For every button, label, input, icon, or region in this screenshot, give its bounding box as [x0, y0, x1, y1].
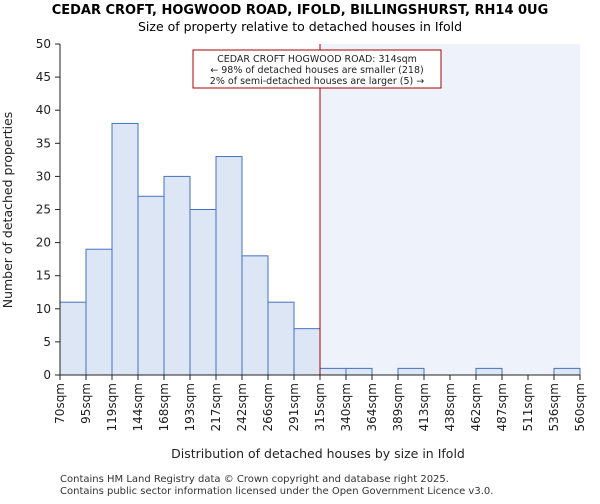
y-tick-label: 10: [36, 302, 51, 316]
bar: [267, 301, 295, 376]
y-tick-label: 15: [36, 269, 51, 283]
x-tick-label: 462sqm: [469, 383, 483, 431]
y-tick-label: 0: [43, 368, 51, 382]
bar: [319, 367, 347, 376]
chart-subtitle: Size of property relative to detached ho…: [138, 19, 462, 34]
x-tick-label: 389sqm: [391, 383, 405, 431]
x-tick-label: 95sqm: [79, 383, 93, 424]
x-tick-label: 487sqm: [495, 383, 509, 431]
y-tick-label: 50: [36, 37, 51, 51]
x-tick-label: 291sqm: [287, 383, 301, 431]
annotation-border: [192, 49, 442, 89]
footer-line2: Contains public sector information licen…: [60, 486, 493, 497]
y-tick-label: 20: [36, 236, 51, 250]
x-tick-label: 536sqm: [547, 383, 561, 431]
annotation-line2: ← 98% of detached houses are smaller (21…: [210, 65, 423, 76]
x-tick-label: 193sqm: [183, 383, 197, 431]
larger-region-shade: [320, 44, 580, 375]
x-tick-label: 315sqm: [313, 383, 327, 431]
x-tick-label: 70sqm: [53, 383, 67, 424]
y-tick-label: 40: [36, 103, 51, 117]
y-tick-label: 5: [43, 335, 51, 349]
x-tick-label: 413sqm: [417, 383, 431, 431]
x-tick-label: 266sqm: [261, 383, 275, 431]
x-tick-label: 144sqm: [131, 383, 145, 431]
annotation-line3: 2% of semi-detached houses are larger (5…: [210, 76, 424, 87]
bar: [189, 209, 217, 376]
footer-line1: Contains HM Land Registry data © Crown c…: [60, 474, 449, 485]
chart-title: CEDAR CROFT, HOGWOOD ROAD, IFOLD, BILLIN…: [52, 3, 549, 18]
x-ticks-group: 70sqm 95sqm 119sqm 144sqm 168sqm 193sqm 217sqm…: [53, 375, 587, 431]
x-tick-label: 364sqm: [365, 383, 379, 431]
x-tick-label: 217sqm: [209, 383, 223, 431]
x-tick-label: 242sqm: [235, 383, 249, 431]
bar: [85, 248, 113, 376]
bar: [293, 328, 321, 376]
plot-background: [320, 44, 580, 375]
annotation-line1: CEDAR CROFT HOGWOOD ROAD: 314sqm: [217, 54, 417, 65]
y-tick-label: 25: [36, 203, 51, 217]
x-tick-label: 119sqm: [105, 383, 119, 431]
bars-group: [59, 122, 581, 376]
x-tick-label: 560sqm: [573, 383, 587, 431]
y-tick-label: 35: [36, 136, 51, 150]
bar: [163, 175, 191, 376]
bar: [553, 367, 581, 376]
bar: [345, 367, 373, 376]
x-tick-label: 511sqm: [521, 383, 535, 431]
annotation-box: CEDAR CROFT HOGWOOD ROAD: 314sqm ← 98% o…: [192, 49, 442, 89]
bar: [137, 195, 165, 376]
bar: [241, 255, 269, 376]
x-tick-label: 168sqm: [157, 383, 171, 431]
x-tick-label: 340sqm: [339, 383, 353, 431]
bar: [397, 367, 425, 376]
x-axis-label: Distribution of detached houses by size …: [171, 446, 465, 461]
x-tick-label: 438sqm: [443, 383, 457, 431]
y-tick-label: 45: [36, 70, 51, 84]
bar: [111, 122, 139, 376]
y-tick-label: 30: [36, 169, 51, 183]
bar: [59, 301, 87, 376]
bar: [475, 367, 503, 376]
y-axis-label: Number of detached properties: [0, 112, 15, 309]
y-ticks-group: 0 5 10 15 20 25 30 35 40 45 50: [36, 37, 60, 382]
bar: [215, 156, 243, 376]
